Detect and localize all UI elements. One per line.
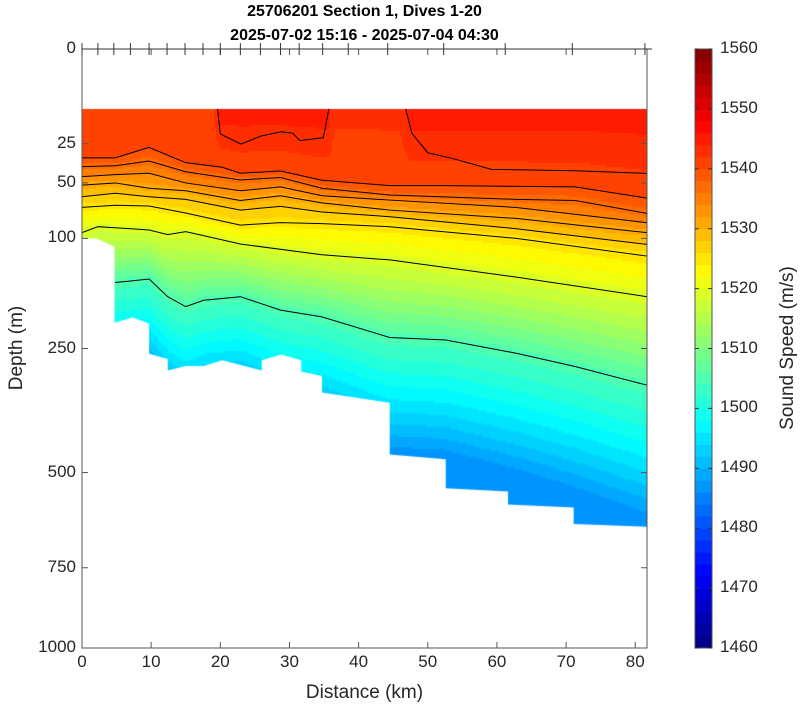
colorbar-band-1548 xyxy=(695,108,712,122)
colorbar-band-1510 xyxy=(695,336,712,349)
colorbar-title: Sound Speed (m/s) xyxy=(777,266,798,430)
colorbar-band-1460 xyxy=(695,636,712,649)
colorbar-band-1488 xyxy=(695,468,712,481)
colorbar-tick-label-1520: 1520 xyxy=(720,277,758,297)
colorbar-band-1552 xyxy=(695,84,712,98)
colorbar-tick-label-1480: 1480 xyxy=(720,517,758,537)
colorbar-tick-label-1470: 1470 xyxy=(720,577,758,597)
colorbar-band-1506 xyxy=(695,360,712,373)
x-tick-label-40: 40 xyxy=(349,652,369,671)
colorbar-tick-label-1460: 1460 xyxy=(720,637,758,656)
colorbar-band-1544 xyxy=(695,132,712,146)
colorbar-tick-label-1490: 1490 xyxy=(720,457,758,477)
colorbar-band-1554 xyxy=(695,72,712,86)
colorbar-band-1490 xyxy=(695,456,712,469)
y-tick-label-250: 250 xyxy=(47,337,76,357)
colorbar-band-1504 xyxy=(695,372,712,385)
colorbar-band-1536 xyxy=(695,180,712,194)
colorbar-band-1534 xyxy=(695,192,712,206)
x-tick-label-20: 20 xyxy=(210,652,230,671)
colorbar-band-1462 xyxy=(695,624,712,637)
sound-speed-contour-fill xyxy=(82,49,647,648)
colorbar-band-1514 xyxy=(695,312,712,326)
colorbar-tick-label-1530: 1530 xyxy=(720,217,758,237)
contour-line-1531-5 xyxy=(81,182,648,234)
colorbar-band-1540 xyxy=(695,156,712,170)
colorbar-band-1496 xyxy=(695,420,712,433)
colorbar-band-1518 xyxy=(695,288,712,302)
y-tick-label-50: 50 xyxy=(57,171,76,191)
colorbar-band-1486 xyxy=(695,480,712,493)
x-tick-label-30: 30 xyxy=(279,652,299,671)
contour-line-1528-6 xyxy=(81,192,648,245)
chart-title-line-1: 25706201 Section 1, Dives 1-20 xyxy=(247,3,482,20)
colorbar-band-1466 xyxy=(695,600,712,613)
plot-axes-box xyxy=(81,48,648,649)
y-tick-label-750: 750 xyxy=(47,556,76,576)
contour-line-1505-9 xyxy=(115,278,648,386)
x-tick-label-80: 80 xyxy=(625,652,645,671)
x-tick-label-60: 60 xyxy=(487,652,507,671)
colorbar-band-1474 xyxy=(695,552,712,565)
colorbar-band-1512 xyxy=(695,324,712,338)
colorbar-band-1470 xyxy=(695,576,712,589)
contour-line-1543-0 xyxy=(217,108,330,145)
colorbar-band-1482 xyxy=(695,504,712,517)
colorbar-band-1550 xyxy=(695,96,712,110)
colorbar-band-1546 xyxy=(695,120,712,134)
colorbar-band-1464 xyxy=(695,612,712,625)
contour-line-1543-1 xyxy=(405,108,648,174)
y-tick-label-25: 25 xyxy=(57,132,76,152)
colorbar-band-1494 xyxy=(695,432,712,445)
colorbar-band-1520 xyxy=(695,276,712,290)
colorbar-band-1478 xyxy=(695,528,712,541)
colorbar-band-1498 xyxy=(695,408,712,421)
colorbar-band-1522 xyxy=(695,264,712,278)
contour-line-1525-7 xyxy=(81,204,648,257)
x-tick-label-10: 10 xyxy=(141,652,161,671)
colorbar-band-1476 xyxy=(695,540,712,553)
colorbar-band-1492 xyxy=(695,444,712,457)
y-axis-title: Depth (m) xyxy=(6,305,27,391)
x-tick-label-0: 0 xyxy=(77,652,87,671)
colorbar-tick-label-1500: 1500 xyxy=(720,397,758,417)
x-tick-label-70: 70 xyxy=(556,652,576,671)
colorbar-band-1508 xyxy=(695,348,712,361)
colorbar-band-1480 xyxy=(695,516,712,529)
colorbar-band-1530 xyxy=(695,216,712,230)
y-tick-label-0: 0 xyxy=(66,38,76,57)
colorbar-band-1472 xyxy=(695,564,712,577)
colorbar-band-1500 xyxy=(695,396,712,409)
colorbar-tick-label-1510: 1510 xyxy=(720,337,758,357)
colorbar-tick-label-1560: 1560 xyxy=(720,38,758,57)
colorbar-tick-label-1540: 1540 xyxy=(720,157,758,177)
colorbar-band-1538 xyxy=(695,168,712,182)
y-tick-label-100: 100 xyxy=(47,227,76,247)
colorbar-band-1532 xyxy=(695,204,712,218)
colorbar-band-1528 xyxy=(695,228,712,242)
contour-line-1540-2 xyxy=(82,146,648,199)
x-axis-title: Distance (km) xyxy=(305,682,424,703)
colorbar-band-1558 xyxy=(695,49,712,62)
colorbar-band-1556 xyxy=(695,60,712,74)
contour-line-1537-3 xyxy=(81,160,648,214)
colorbar-band-1502 xyxy=(695,384,712,397)
y-tick-label-500: 500 xyxy=(47,461,76,481)
colorbar-band-1526 xyxy=(695,240,712,254)
y-tick-label-1000: 1000 xyxy=(38,637,76,656)
colorbar-band-1524 xyxy=(695,252,712,266)
colorbar-band-1542 xyxy=(695,144,712,158)
chart-title-line-2: 2025-07-02 15:16 - 2025-07-04 04:30 xyxy=(230,27,499,44)
contour-line-1534-4 xyxy=(81,172,648,224)
colorbar-band-1468 xyxy=(695,588,712,601)
colorbar-band-1516 xyxy=(695,300,712,314)
contour-line-1519-8 xyxy=(81,226,648,298)
colorbar-tick-label-1550: 1550 xyxy=(720,97,758,117)
colorbar-band-1484 xyxy=(695,492,712,505)
x-tick-label-50: 50 xyxy=(418,652,438,671)
